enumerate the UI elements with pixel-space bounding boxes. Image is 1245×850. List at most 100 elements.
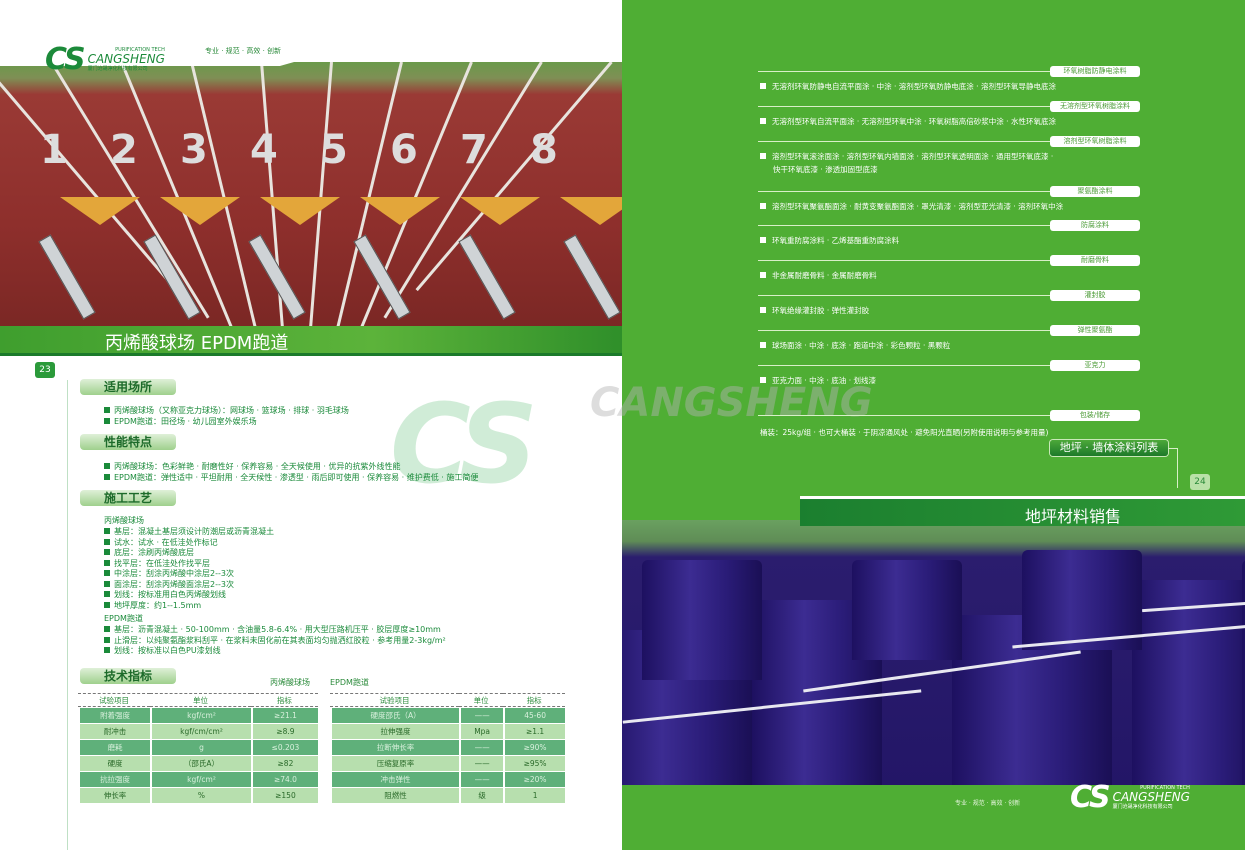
category-item: 快干环氧底漆 · 渗透加固型底漆	[773, 164, 878, 175]
item-text: 球场面涂 · 中涂 · 底涂 · 跑道中涂 · 彩色颗粒 · 黑颗粒	[772, 341, 951, 350]
section-divider	[758, 295, 1053, 296]
table-cell: 抗拉强度	[78, 772, 151, 787]
lane-marker-triangle	[460, 197, 540, 225]
table-cell: 附着强度	[78, 708, 151, 723]
table-row: 拉断伸长率 —— ≥90%	[330, 740, 565, 755]
table-cell: ≤0.203	[250, 740, 318, 755]
category-item: 无溶剂环氧防静电自流平面涂 · 中涂 · 溶剂型环氧防静电底涂 · 溶剂型环氧导…	[760, 81, 1056, 92]
lane-number: 7	[460, 127, 488, 173]
table-header-row: 试验项目 单位 指标	[330, 693, 565, 707]
category-item: 环氧绝缘灌封胶 · 弹性灌封胶	[760, 305, 869, 316]
category-label: 无溶剂型环氧树脂涂料	[1050, 101, 1140, 112]
table-cell: kgf/cm²	[150, 772, 251, 787]
lane-number: 6	[390, 127, 418, 173]
column-header: 试验项目	[78, 693, 151, 707]
step-text: 底层：涂刷丙烯酸底层	[114, 548, 194, 557]
list-item: EPDM跑道：弹性适中 · 平坦耐用 · 全天候性 · 渗透型 · 雨后即可使用…	[104, 472, 478, 483]
bullet-icon	[104, 626, 110, 632]
step-text: 划线：按标准以白色PU漆划线	[114, 646, 221, 655]
bullet-icon	[104, 559, 110, 566]
list-item: 找平层：在低洼处作找平层	[104, 558, 210, 569]
starting-block	[563, 234, 621, 320]
table-row: 冲击弹性 —— ≥20%	[330, 772, 565, 787]
table-cell: 级	[459, 788, 504, 803]
bullet-icon	[760, 272, 766, 278]
bullet-icon	[760, 118, 766, 124]
table-cell: ——	[459, 772, 504, 787]
list-item: 划线：按标准用白色丙烯酸划线	[104, 589, 226, 600]
category-label: 溶剂型环氧树脂涂料	[1050, 136, 1140, 147]
table-cell: ≥90%	[503, 740, 565, 755]
lane-marker-triangle	[260, 197, 340, 225]
step-text: 试水：试水 · 在低洼处作标记	[114, 537, 218, 547]
table-cell: 拉断伸长率	[330, 740, 460, 755]
lane-number: 4	[250, 127, 278, 173]
step-text: 中涂层：刮涂丙烯酸中涂层2--3次	[114, 569, 234, 578]
section-venues-title: 适用场所	[80, 379, 176, 395]
bullet-icon	[104, 591, 110, 597]
lane-marker-triangle	[360, 197, 440, 225]
list-item: 底层：涂刷丙烯酸底层	[104, 547, 194, 558]
table-cell: ≥20%	[503, 772, 565, 787]
step-text: 基层：沥青混凝土 · 50-100mm · 含油量5.8-6.4% · 用大型压…	[114, 625, 441, 634]
table-row: 磨耗 g ≤0.203	[78, 740, 318, 755]
section-divider	[758, 330, 1053, 331]
table-cell: 耐冲击	[78, 724, 151, 739]
brand-logo: CS PURIFICATION TECH CANGSHENG 厦门沧晟净化科技有…	[45, 42, 165, 77]
bullet-icon	[104, 636, 110, 643]
bullet-icon	[104, 570, 110, 576]
table-row: 硬度 （邵氏A） ≥82	[78, 756, 318, 771]
lane-marker-triangle	[60, 197, 140, 225]
table-row: 压缩复原率 —— ≥95%	[330, 756, 565, 771]
item-text: 无溶剂环氧防静电自流平面涂 · 中涂 · 溶剂型环氧防静电底涂 · 溶剂型环氧导…	[772, 82, 1056, 91]
item-text: 无溶剂型环氧自流平面涂 · 无溶剂型环氧中涂 · 环氧树脂高倍砂浆中涂 · 水性…	[772, 117, 1056, 126]
lane-number: 1	[40, 127, 68, 173]
section-divider	[758, 365, 1053, 366]
brand-name: CANGSHENG	[87, 52, 165, 66]
slogan: 专业 · 规范 · 高效 · 创新	[205, 47, 282, 55]
table-row: 硬度邵氏（A） —— 45-60	[330, 708, 565, 723]
section-divider	[758, 71, 1053, 72]
bullet-icon	[104, 418, 110, 424]
table-cell: kgf/cm²	[150, 708, 251, 723]
step-text: 基层：混凝土基层须设计防潮层或沥青混凝土	[114, 527, 274, 536]
starting-block	[458, 234, 516, 320]
table-cell: 压缩复原率	[330, 756, 460, 771]
section-specs-title: 技术指标	[80, 668, 176, 684]
section-divider	[758, 415, 1053, 416]
bullet-icon	[104, 580, 110, 587]
table-cell: 伸长率	[78, 788, 151, 803]
table-cell: 硬度	[78, 756, 151, 771]
table-cell: %	[150, 788, 251, 803]
connector-line	[1168, 448, 1178, 488]
category-item: 溶剂型环氧聚氨酯面涂 · 耐黄变聚氨酯面涂 · 罩光清漆 · 溶剂型亚光清漆 ·…	[760, 201, 1063, 212]
section-connector-line	[67, 380, 68, 850]
category-label: 防腐涂料	[1050, 220, 1140, 231]
starting-block	[353, 234, 411, 320]
category-label: 弹性聚氨酯	[1050, 325, 1140, 336]
company-name: 厦门沧晟净化科技有限公司	[1112, 804, 1173, 810]
page-title: 丙烯酸球场 EPDM跑道	[105, 333, 289, 354]
list-item: 中涂层：刮涂丙烯酸中涂层2--3次	[104, 568, 234, 579]
item-text: 溶剂型环氧聚氨酯面涂 · 耐黄变聚氨酯面涂 · 罩光清漆 · 溶剂型亚光清漆 ·…	[772, 202, 1064, 211]
table-cell: 冲击弹性	[330, 772, 460, 787]
table-row: 拉伸强度 Mpa ≥1.1	[330, 724, 565, 739]
cs-watermark: CS	[390, 380, 538, 508]
bullet-icon	[760, 203, 766, 209]
table-cell: 45-60	[503, 708, 565, 723]
banner-title: 地坪材料销售	[1025, 507, 1122, 526]
list-item: 划线：按标准以白色PU漆划线	[104, 645, 221, 656]
item-text: 环氧绝缘灌封胶 · 弹性灌封胶	[772, 306, 870, 315]
step-text: 止滑层：以纯聚氨酯浆料刮平 · 在浆料未固化前在其表面均匀抛洒红胶粒 · 参考用…	[114, 635, 446, 645]
table-row: 伸长率% ≥150	[78, 788, 318, 803]
table-caption: 丙烯酸球场	[270, 678, 310, 687]
category-item: 环氧重防腐涂料 · 乙烯基酯重防腐涂料	[760, 235, 899, 246]
page-number: 24	[1190, 474, 1210, 490]
slogan: 专业 · 规范 · 高效 · 创新	[955, 800, 1021, 807]
table-cell: ——	[459, 708, 504, 723]
category-label: 聚氨酯涂料	[1050, 186, 1140, 197]
table-cell: 磨耗	[78, 740, 151, 755]
section-process-title: 施工工艺	[80, 490, 176, 506]
barrel	[1022, 550, 1142, 650]
category-item: 球场面涂 · 中涂 · 底涂 · 跑道中涂 · 彩色颗粒 · 黑颗粒	[760, 340, 950, 351]
